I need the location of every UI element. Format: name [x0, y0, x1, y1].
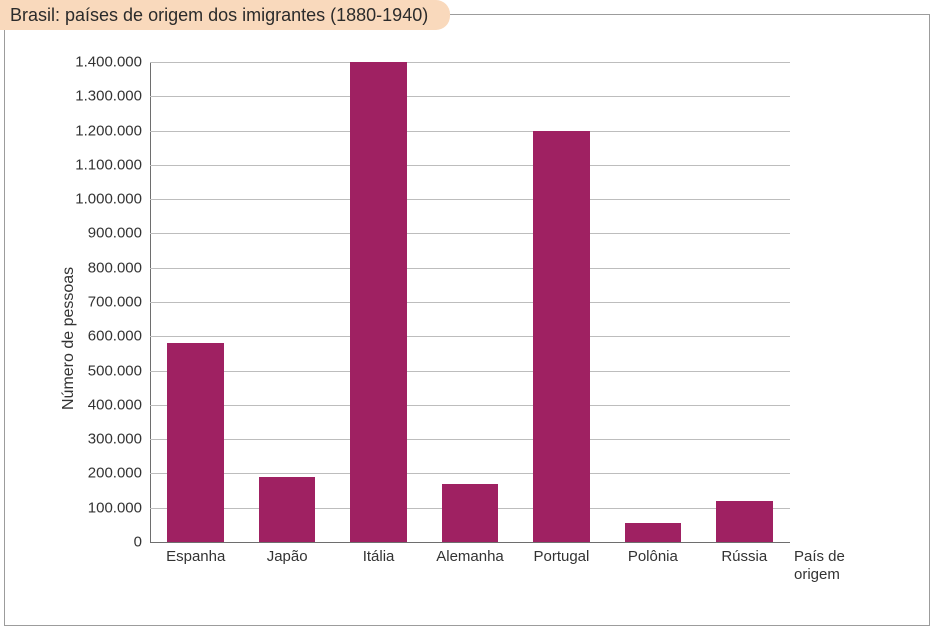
y-tick-label: 800.000 [88, 259, 142, 276]
x-tick-label: Itália [363, 548, 395, 565]
chart-bar [716, 501, 773, 542]
y-tick-label: 1.100.000 [75, 156, 142, 173]
grid-line [150, 131, 790, 132]
y-tick-label: 400.000 [88, 396, 142, 413]
chart-title-tab: Brasil: países de origem dos imigrantes … [0, 0, 450, 30]
x-tick-label: Espanha [166, 548, 225, 565]
grid-line [150, 473, 790, 474]
y-tick-label: 1.000.000 [75, 191, 142, 208]
y-tick-label: 600.000 [88, 328, 142, 345]
chart-bar [533, 131, 590, 542]
x-tick-label: Japão [267, 548, 308, 565]
y-tick-label: 500.000 [88, 362, 142, 379]
grid-line [150, 165, 790, 166]
y-tick-label: 200.000 [88, 465, 142, 482]
y-tick-label: 300.000 [88, 431, 142, 448]
plot-area: 0100.000200.000300.000400.000500.000600.… [150, 62, 790, 542]
grid-line [150, 199, 790, 200]
grid-line [150, 371, 790, 372]
chart-bar [442, 484, 499, 542]
y-tick-label: 100.000 [88, 499, 142, 516]
grid-line [150, 336, 790, 337]
grid-line [150, 405, 790, 406]
grid-line [150, 439, 790, 440]
grid-line [150, 268, 790, 269]
x-tick-label: Portugal [533, 548, 589, 565]
y-tick-label: 1.200.000 [75, 122, 142, 139]
chart-bar [259, 477, 316, 542]
chart-bar [350, 62, 407, 542]
y-tick-label: 1.400.000 [75, 54, 142, 71]
x-tick-label: Polônia [628, 548, 678, 565]
grid-line [150, 233, 790, 234]
grid-line [150, 302, 790, 303]
x-axis-title: País de origem [794, 548, 845, 584]
y-axis-title: Número de pessoas [60, 267, 78, 410]
chart-bar [625, 523, 682, 542]
chart-container: Brasil: países de origem dos imigrantes … [0, 0, 934, 630]
grid-line [150, 96, 790, 97]
x-tick-label: Rússia [721, 548, 767, 565]
y-tick-label: 700.000 [88, 294, 142, 311]
y-tick-label: 0 [134, 534, 142, 551]
x-axis-line [150, 542, 790, 543]
chart-bar [167, 343, 224, 542]
x-tick-label: Alemanha [436, 548, 504, 565]
grid-line [150, 62, 790, 63]
y-tick-label: 900.000 [88, 225, 142, 242]
y-tick-label: 1.300.000 [75, 88, 142, 105]
